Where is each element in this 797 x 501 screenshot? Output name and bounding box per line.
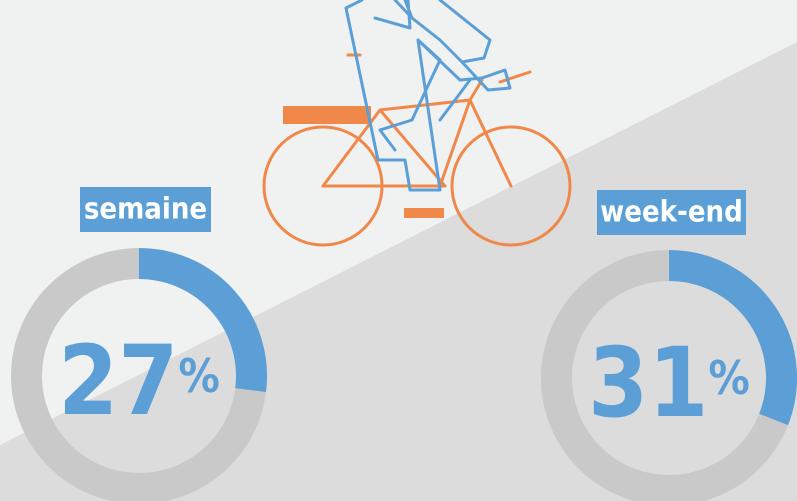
chart-title: semaine bbox=[84, 192, 207, 226]
chart-title: week-end bbox=[600, 195, 743, 229]
infographic: 27%semaine31%week-end bbox=[0, 0, 797, 501]
